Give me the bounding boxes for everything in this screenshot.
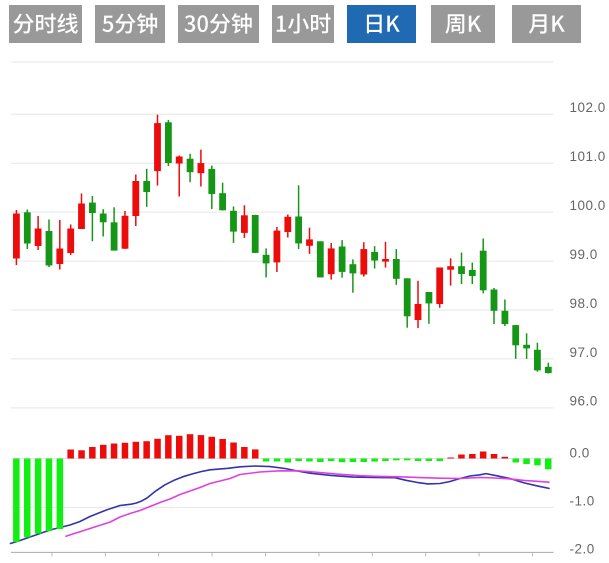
svg-text:102.0: 102.0 [570, 100, 606, 115]
svg-text:100.0: 100.0 [570, 198, 606, 213]
svg-text:96.0: 96.0 [570, 394, 598, 409]
svg-text:98.0: 98.0 [570, 296, 598, 311]
svg-text:97.0: 97.0 [570, 345, 598, 360]
svg-text:99.0: 99.0 [570, 247, 598, 262]
svg-text:-1.0: -1.0 [570, 494, 595, 509]
svg-text:101.0: 101.0 [570, 149, 606, 164]
svg-text:-2.0: -2.0 [570, 542, 595, 557]
svg-text:0.0: 0.0 [570, 446, 590, 461]
